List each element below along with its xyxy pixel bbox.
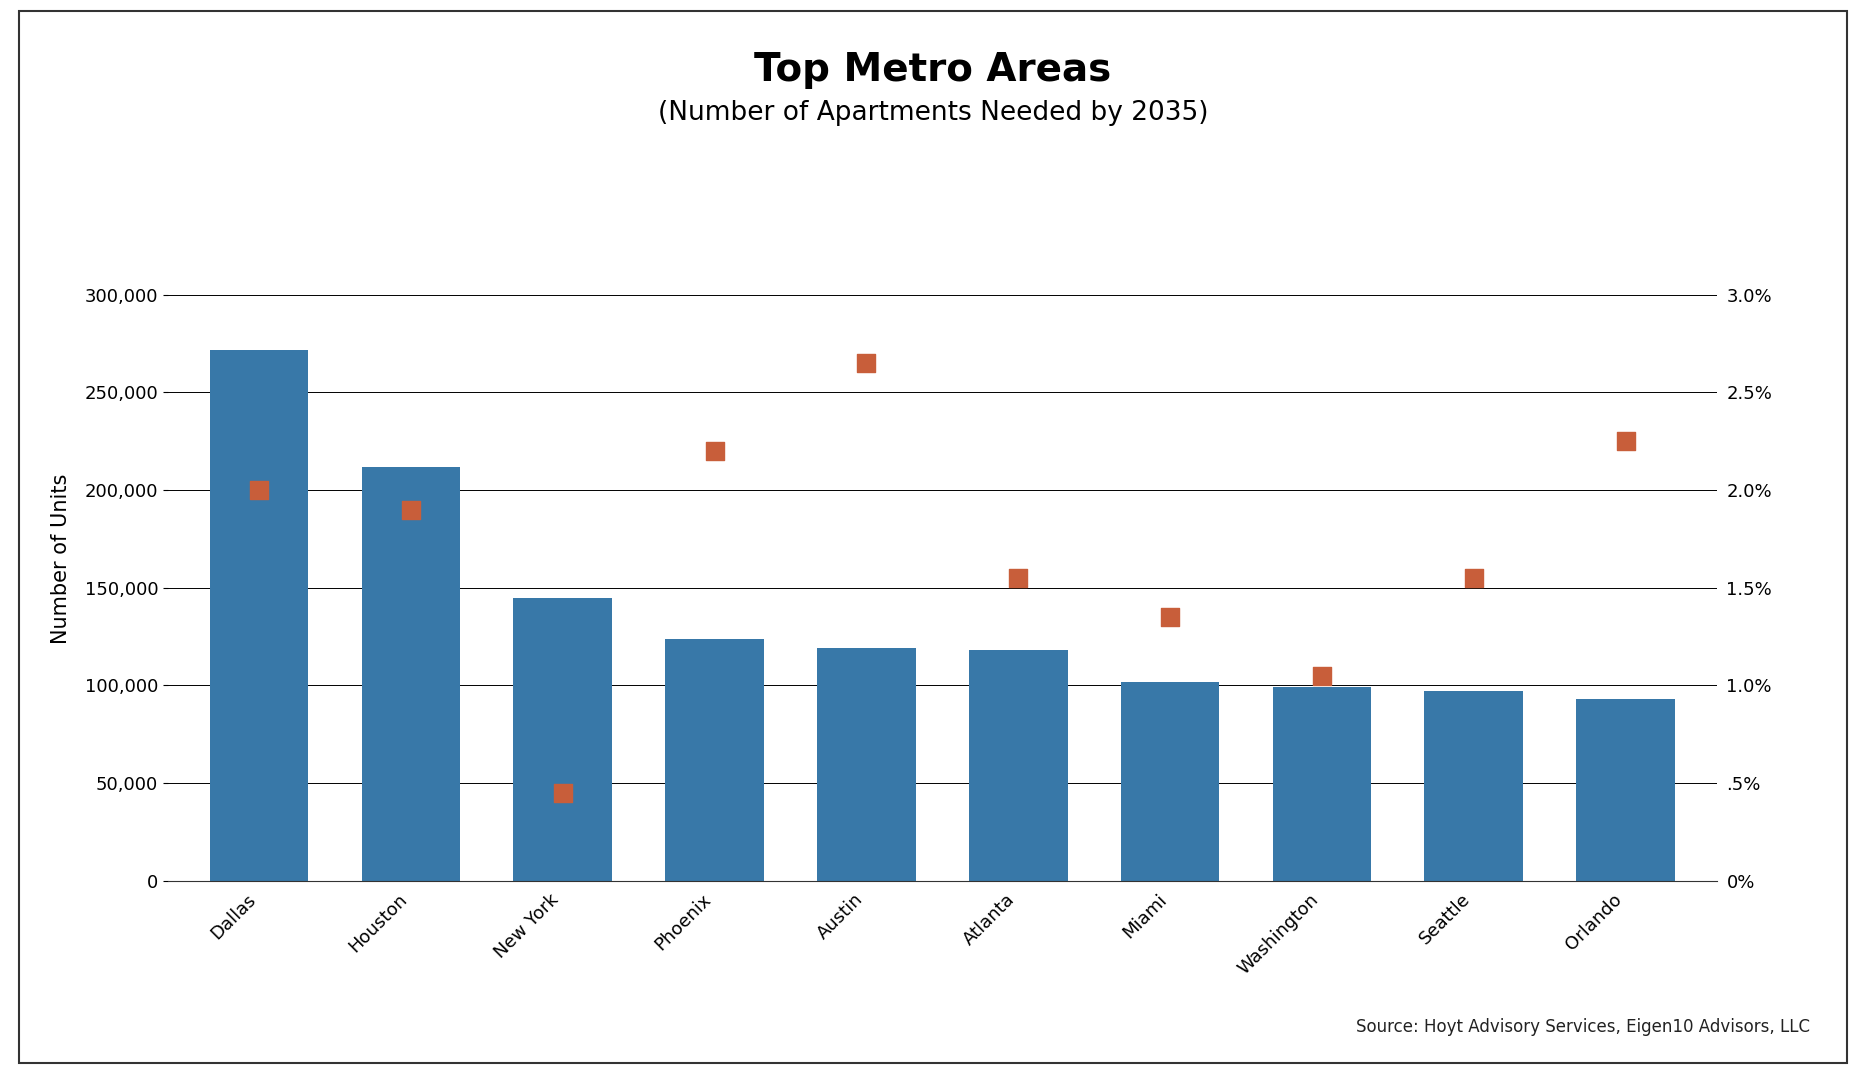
Y-axis label: Number of Units: Number of Units (50, 474, 71, 643)
Bar (664, 639, 763, 881)
Text: Source: Hoyt Advisory Services, Eigen10 Advisors, LLC: Source: Hoyt Advisory Services, Eigen10 … (1357, 1018, 1810, 1036)
Bar (817, 649, 916, 881)
Bar (1577, 699, 1676, 881)
Point (1306, 667, 1336, 684)
Bar (513, 597, 612, 881)
Point (1004, 569, 1034, 586)
Point (851, 354, 881, 372)
Bar (968, 650, 1067, 881)
Text: (Number of Apartments Needed by 2035): (Number of Apartments Needed by 2035) (657, 100, 1209, 126)
Bar (1424, 692, 1523, 881)
Point (244, 481, 274, 498)
Bar (209, 349, 308, 881)
Point (1610, 433, 1640, 450)
Point (396, 502, 425, 519)
Point (1155, 609, 1185, 626)
Bar (1273, 687, 1372, 881)
Bar (1121, 682, 1220, 881)
Text: Top Metro Areas: Top Metro Areas (754, 50, 1112, 89)
Point (700, 442, 730, 460)
Point (549, 784, 578, 801)
Point (1459, 569, 1489, 586)
Bar (362, 467, 461, 881)
